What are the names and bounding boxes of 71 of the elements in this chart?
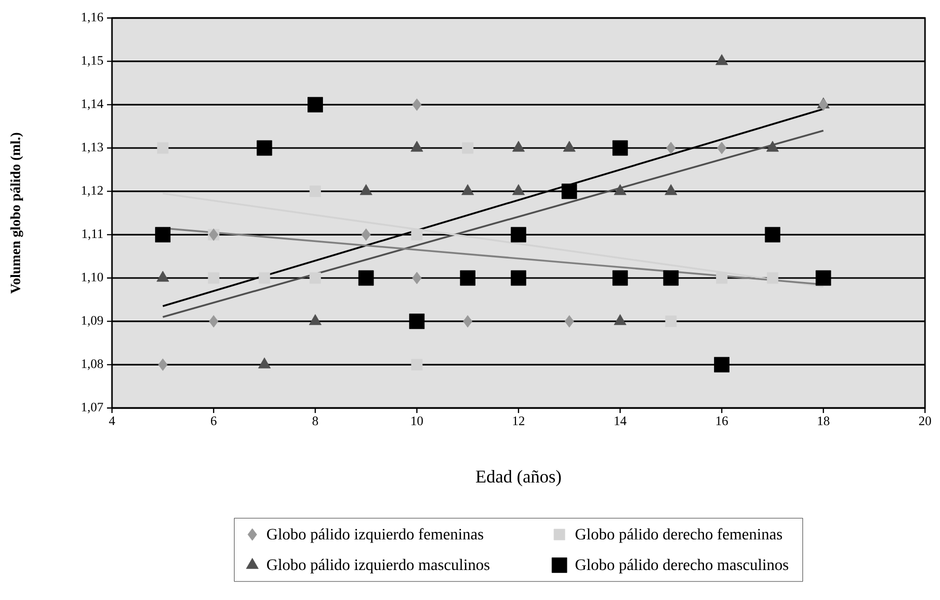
point xyxy=(666,142,676,154)
x-tick-label: 20 xyxy=(919,416,931,426)
point xyxy=(411,358,423,370)
x-tick-label: 4 xyxy=(109,416,116,426)
point xyxy=(460,270,476,286)
point xyxy=(564,315,574,328)
point xyxy=(766,140,779,152)
x-tick-label: 8 xyxy=(312,416,318,426)
point xyxy=(714,356,730,372)
y-tick-label: 1,11 xyxy=(82,229,103,240)
point xyxy=(208,272,220,284)
y-tick-label: 1,12 xyxy=(82,186,103,197)
point xyxy=(412,98,422,111)
point xyxy=(310,186,321,198)
x-tick-label: 12 xyxy=(513,416,524,426)
point xyxy=(664,184,678,196)
point xyxy=(411,228,423,240)
point xyxy=(461,184,474,196)
point xyxy=(412,272,422,284)
point xyxy=(715,54,728,66)
point xyxy=(157,142,169,154)
x-tick-label: 6 xyxy=(210,416,216,426)
point xyxy=(512,184,525,196)
point xyxy=(818,98,828,111)
legend-label: Globo pálido izquierdo masculinos xyxy=(267,558,490,574)
y-tick-label: 1,15 xyxy=(82,56,103,67)
y-tick-label: 1,07 xyxy=(82,402,104,414)
y-tick-label: 1,08 xyxy=(82,359,103,370)
x-tick-label: 14 xyxy=(614,416,626,426)
point xyxy=(716,272,728,284)
y-tick-label: 1,14 xyxy=(82,99,104,110)
point xyxy=(562,184,578,200)
point xyxy=(360,184,372,196)
point xyxy=(462,142,474,154)
x-tick-label: 10 xyxy=(412,416,423,426)
point xyxy=(665,316,677,328)
point xyxy=(310,272,321,284)
point xyxy=(512,140,525,152)
point xyxy=(361,228,371,241)
point xyxy=(510,226,526,242)
point xyxy=(612,270,628,286)
y-tick-label: 1,13 xyxy=(82,142,103,154)
point xyxy=(158,358,168,371)
point xyxy=(510,270,526,286)
legend-label: Globo pálido derecho masculinos xyxy=(576,558,788,574)
point xyxy=(358,270,374,286)
y-axis-title: Volumen globo pálido (ml.) xyxy=(10,132,24,294)
point xyxy=(155,226,171,242)
x-tick-label: 18 xyxy=(818,416,830,426)
point xyxy=(816,270,832,286)
point xyxy=(208,315,218,328)
point xyxy=(766,272,778,284)
point xyxy=(256,140,272,156)
point xyxy=(717,142,726,154)
point xyxy=(612,140,628,156)
point xyxy=(764,226,780,242)
point xyxy=(409,314,425,330)
point xyxy=(563,140,576,152)
point xyxy=(308,96,323,112)
point xyxy=(663,270,679,286)
point xyxy=(462,315,472,328)
legend-label: Globo pálido derecho femeninas xyxy=(576,528,782,543)
point xyxy=(410,140,424,152)
y-tick-label: 1,09 xyxy=(82,316,103,327)
point xyxy=(614,184,626,196)
y-tick-label: 1,10 xyxy=(82,272,103,284)
point xyxy=(258,272,270,284)
y-tick-label: 1,16 xyxy=(82,12,104,24)
x-tick-label: 16 xyxy=(716,416,728,426)
legend-label: Globo pálido izquierdo femeninas xyxy=(267,528,484,543)
x-axis-title: Edad (años) xyxy=(476,470,561,486)
